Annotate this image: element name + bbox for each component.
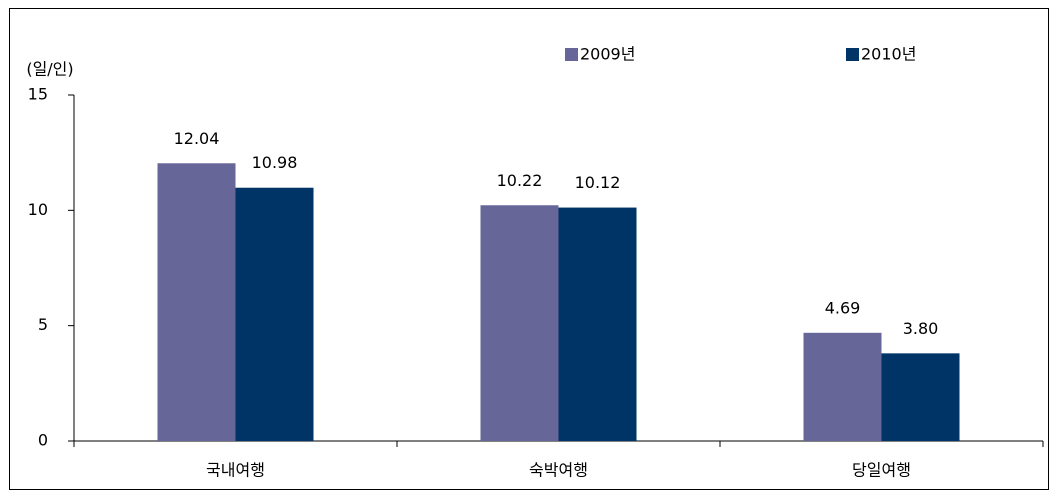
value-label: 10.12 bbox=[575, 173, 621, 192]
legend-swatch bbox=[565, 48, 578, 61]
bar bbox=[480, 205, 559, 441]
value-label: 3.80 bbox=[903, 319, 939, 338]
bar bbox=[803, 332, 882, 441]
bar bbox=[881, 353, 960, 441]
frame bbox=[9, 8, 1049, 490]
legend-swatch bbox=[846, 48, 859, 61]
y-tick-label: 10 bbox=[28, 200, 48, 219]
bar bbox=[157, 163, 236, 441]
bar bbox=[235, 187, 314, 441]
value-label: 10.98 bbox=[252, 153, 298, 172]
x-tick-label: 당일여행 bbox=[852, 461, 911, 480]
legend-label: 2009년 bbox=[580, 45, 635, 64]
legend-label: 2010년 bbox=[861, 45, 916, 64]
value-label: 10.22 bbox=[497, 171, 543, 190]
y-tick-label: 5 bbox=[38, 315, 48, 334]
y-unit: (일/인) bbox=[26, 60, 73, 79]
value-label: 4.69 bbox=[825, 298, 861, 317]
x-tick-label: 국내여행 bbox=[206, 461, 265, 480]
y-tick-label: 15 bbox=[28, 85, 48, 104]
value-label: 12.04 bbox=[174, 129, 220, 148]
x-tick-label: 숙박여행 bbox=[529, 461, 588, 480]
y-tick-label: 0 bbox=[38, 431, 48, 450]
bar bbox=[558, 207, 637, 441]
